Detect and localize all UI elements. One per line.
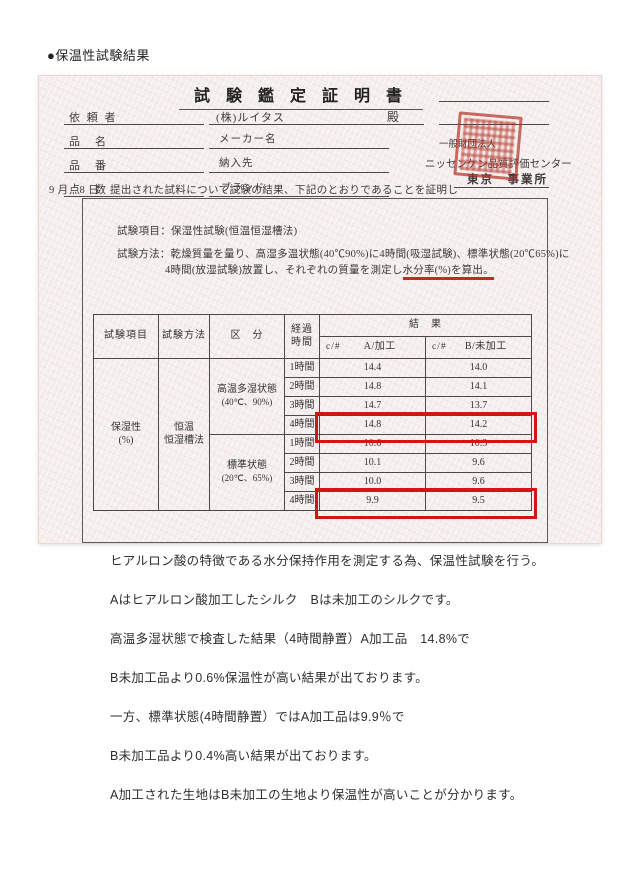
table-row: 保湿性 (%) 恒温 恒湿槽法 高温多湿状態 (40℃、90%) 1時間 14.4 1… bbox=[93, 358, 532, 511]
results-table: 試験項目 試験方法 区 分 経過 時間 結 果 c/# A/加工 c/# B/未加工 … bbox=[93, 314, 532, 511]
value-b-cell: 14.1 bbox=[425, 377, 532, 397]
item-name-label: 品 名 bbox=[69, 136, 108, 148]
red-seal-texture bbox=[459, 117, 517, 175]
subheader-sample-a: c/# A/加工 bbox=[319, 336, 426, 359]
time-cell: 4時間 bbox=[284, 415, 320, 435]
explanation-notes: ヒアルロン酸の特徴である水分保持作用を測定する為、保温性試験を行う。 Aはヒアル… bbox=[110, 550, 600, 823]
points-label: 点 数 bbox=[69, 184, 108, 196]
field-underline bbox=[64, 172, 204, 173]
field-underline bbox=[64, 196, 204, 197]
time-cell: 3時間 bbox=[284, 396, 320, 416]
condition-sub: (20℃、65%) bbox=[221, 472, 273, 483]
value-a-cell: 14.8 bbox=[319, 377, 426, 397]
subheader-sample-b: c/# B/未加工 bbox=[425, 336, 532, 359]
field-underline bbox=[209, 196, 389, 197]
field-underline bbox=[64, 148, 204, 149]
time-cell: 2時間 bbox=[284, 453, 320, 473]
table-row: 2時間 10.1 9.6 bbox=[94, 453, 532, 473]
value-b-cell: 10.3 bbox=[425, 434, 532, 454]
blank-signature-line bbox=[439, 101, 549, 102]
condition-name: 標準状態 bbox=[227, 460, 267, 471]
field-underline bbox=[209, 124, 424, 125]
value-a-cell: 14.8 bbox=[319, 415, 426, 435]
note-line: ヒアルロン酸の特徴である水分保持作用を測定する為、保温性試験を行う。 bbox=[110, 554, 545, 568]
test-item-cell: 保湿性 (%) bbox=[93, 358, 159, 511]
certificate-title: 試 験 鑑 定 証 明 書 bbox=[179, 82, 423, 110]
item-line1: 保湿性 bbox=[111, 422, 141, 433]
value-b-cell: 9.5 bbox=[425, 491, 532, 511]
org-underline bbox=[454, 187, 549, 188]
item-number-label: 品 番 bbox=[69, 160, 108, 172]
col-header-result: 結 果 bbox=[319, 314, 532, 337]
time-cell: 2時間 bbox=[284, 377, 320, 397]
note-line: 高温多湿状態で検査した結果（4時間静置）A加工品 14.8%で bbox=[110, 632, 471, 646]
col-header-elapsed-time: 経過 時間 bbox=[284, 314, 320, 359]
col-header-division: 区 分 bbox=[209, 314, 285, 359]
field-underline bbox=[64, 124, 204, 125]
dono-suffix: 殿 bbox=[387, 110, 401, 124]
value-a-cell: 10.0 bbox=[319, 472, 426, 492]
c-hash-label: c/# bbox=[432, 341, 447, 352]
test-method-line2-pre: 4時間(放湿試験)放置し、それぞれの質量を測定し bbox=[165, 265, 403, 276]
sample-a-label: A/加工 bbox=[363, 341, 396, 353]
value-a-cell: 10.6 bbox=[319, 434, 426, 454]
value-b-cell: 14.2 bbox=[425, 415, 532, 435]
field-underline bbox=[209, 148, 389, 149]
client-value: (株)ルイタス bbox=[216, 112, 285, 124]
method-line1: 恒温 bbox=[174, 422, 194, 433]
org-name: ニッセンケン品質評価センター bbox=[425, 156, 572, 171]
value-b-cell: 9.6 bbox=[425, 472, 532, 492]
elapsed-line1: 経過 bbox=[291, 324, 313, 335]
time-cell: 1時間 bbox=[284, 434, 320, 454]
test-detail-box: 試験項目：保湿性試験(恒温恒湿槽法) 試験方法：乾燥質量を量り、高湿多温状態(4… bbox=[82, 198, 569, 543]
value-a-cell: 14.4 bbox=[319, 358, 426, 378]
test-method-cell: 恒温 恒湿槽法 bbox=[158, 358, 210, 511]
condition-name: 高温多湿状態 bbox=[217, 384, 277, 395]
org-foundation-type: 一般財団法人 bbox=[439, 136, 496, 150]
note-line: Aはヒアルロン酸加工したシルク Bは未加工のシルクです。 bbox=[110, 593, 459, 607]
supplier-label: 納入先 bbox=[219, 158, 254, 169]
item-line2: (%) bbox=[118, 434, 134, 446]
table-row: 標準状態 (20℃、65%) 1時間 10.6 10.3 bbox=[94, 434, 532, 511]
note-line: 一方、標準状態(4時間静置）ではA加工品は9.9％で bbox=[110, 710, 405, 724]
value-b-cell: 13.7 bbox=[425, 396, 532, 416]
c-hash-label: c/# bbox=[326, 341, 341, 352]
test-item-line: 試験項目：保湿性試験(恒温恒湿槽法) bbox=[117, 226, 298, 237]
col-header-test-method: 試験方法 bbox=[158, 314, 210, 359]
time-cell: 3時間 bbox=[284, 472, 320, 492]
condition-sub: (40℃、90%) bbox=[221, 396, 273, 407]
page-title: ●保温性試験結果 bbox=[47, 48, 150, 63]
table-row: 3時間 10.0 9.6 bbox=[94, 472, 532, 492]
value-a-cell: 14.7 bbox=[319, 396, 426, 416]
results-table-area: 試験項目 試験方法 区 分 経過 時間 結 果 c/# A/加工 c/# B/未加工 … bbox=[93, 314, 537, 519]
time-cell: 4時間 bbox=[284, 491, 320, 511]
brand-label: ブランド bbox=[221, 183, 265, 194]
value-b-cell: 9.6 bbox=[425, 453, 532, 473]
table-row-highlighted: 4時間 9.9 9.5 bbox=[94, 491, 532, 511]
sample-b-label: B/未加工 bbox=[464, 341, 507, 353]
condition-cell-standard: 標準状態 (20℃、65%) bbox=[209, 434, 285, 511]
note-line: A加工された生地はB未加工の生地より保温性が高いことが分かります。 bbox=[110, 788, 523, 802]
value-a-cell: 10.1 bbox=[319, 453, 426, 473]
maker-label: メーカー名 bbox=[219, 134, 277, 145]
col-header-test-item: 試験項目 bbox=[93, 314, 159, 359]
red-underlined-phrase: 水分率(%)を算出。 bbox=[402, 265, 494, 280]
note-line: B未加工品より0.6%保温性が高い結果が出ております。 bbox=[110, 671, 429, 685]
value-b-cell: 14.0 bbox=[425, 358, 532, 378]
certify-date-line: 9 月 8 日 提出された試料について試験の結果、下記のとおりであることを証明し bbox=[49, 185, 459, 196]
condition-cell-hot-humid: 高温多湿状態 (40℃、90%) bbox=[209, 358, 285, 435]
red-seal-stamp-icon bbox=[453, 111, 523, 181]
certificate-scan: 試 験 鑑 定 証 明 書 依 頼 者 (株)ルイタス 殿 品 名 メーカー名 … bbox=[38, 75, 602, 544]
value-a-cell: 9.9 bbox=[319, 491, 426, 511]
elapsed-line2: 時間 bbox=[291, 336, 313, 348]
time-cell: 1時間 bbox=[284, 358, 320, 378]
client-label: 依 頼 者 bbox=[69, 112, 118, 124]
test-method-line2: 4時間(放湿試験)放置し、それぞれの質量を測定し水分率(%)を算出。 bbox=[165, 262, 494, 280]
note-line: B未加工品より0.4%高い結果が出ております。 bbox=[110, 749, 377, 763]
method-line2: 恒湿槽法 bbox=[164, 434, 204, 446]
blank-line bbox=[439, 124, 549, 125]
org-office: 東京 事業所 bbox=[467, 174, 548, 186]
field-underline bbox=[209, 172, 389, 173]
test-method-line1: 試験方法：乾燥質量を量り、高湿多温状態(40℃90%)に4時間(吸湿試験)、標準… bbox=[117, 249, 570, 260]
